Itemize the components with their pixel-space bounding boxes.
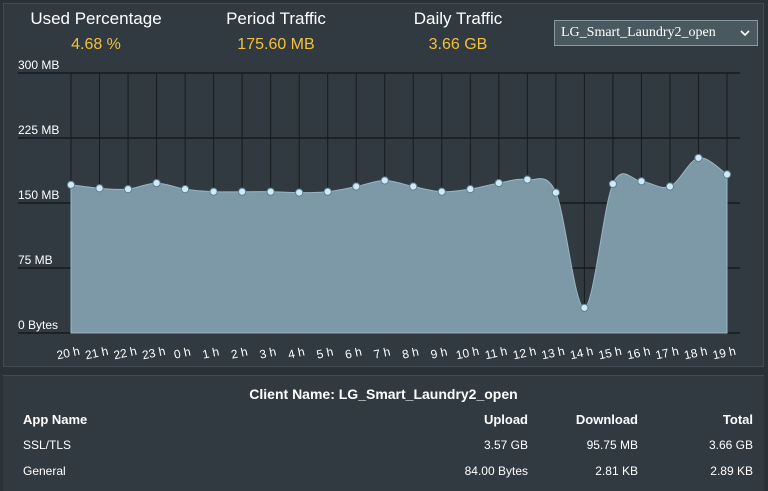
x-tick-label: 8 h [401,345,420,362]
daily-traffic-label: Daily Traffic [413,9,503,28]
data-point[interactable] [66,180,76,189]
x-tick-label: 18 h [683,344,709,363]
y-tick-label: 0 Bytes [18,318,58,332]
apps-table: App Name Upload Download Total SSL/TLS 3… [23,406,753,484]
period-traffic-label: Period Traffic [226,9,326,28]
header-app-name: App Name [23,411,88,427]
data-point[interactable] [209,187,218,196]
data-point[interactable] [295,188,304,197]
data-point[interactable] [95,184,104,193]
client-name-title: Client Name: LG_Smart_Laundry2_open [249,386,518,402]
x-tick-label: 2 h [230,345,249,362]
data-point[interactable] [380,176,389,185]
x-tick-label: 23 h [141,344,167,363]
data-point[interactable] [152,178,161,188]
data-point[interactable] [352,182,361,191]
y-tick-label: 225 MB [18,123,59,137]
x-tick-label: 12 h [512,344,538,363]
data-point[interactable] [551,188,560,197]
y-tick-label: 150 MB [18,188,59,202]
download-cell: 95.75 MB [586,438,638,452]
client-select-value: LG_Smart_Laundry2_open [561,25,716,40]
header-upload: Upload [483,411,528,427]
data-point[interactable] [323,187,332,196]
x-tick-label: 9 h [429,345,448,362]
x-tick-label: 19 h [711,344,737,363]
data-point[interactable] [694,153,703,163]
header-total: Total [722,411,753,427]
header-download: Download [575,411,638,427]
data-point[interactable] [494,178,503,188]
x-tick-label: 1 h [201,345,220,362]
data-point[interactable] [266,187,275,196]
total-cell: 2.89 KB [710,464,753,478]
x-tick-label: 15 h [597,344,623,363]
y-tick-label: 300 MB [18,58,59,72]
data-point[interactable] [409,182,418,191]
x-tick-label: 7 h [372,345,391,362]
x-tick-label: 3 h [258,345,277,362]
x-tick-label: 21 h [84,344,110,363]
data-point[interactable] [123,185,133,194]
data-point[interactable] [180,185,190,194]
data-point[interactable] [580,303,589,312]
chevron-down-icon [740,30,750,37]
period-traffic-value: 175.60 MB [237,36,315,53]
used-percentage-label: Used Percentage [30,9,162,28]
data-point[interactable] [238,187,247,196]
client-apps-panel: Client Name: LG_Smart_Laundry2_open App … [3,375,764,491]
total-cell: 3.66 GB [708,438,753,452]
x-tick-label: 0 h [173,345,192,362]
traffic-area [70,157,728,334]
daily-traffic-stat: Daily Traffic 3.66 GB [358,9,558,54]
x-tick-label: 16 h [626,344,652,363]
upload-cell: 3.57 GB [483,438,528,452]
x-tick-label: 6 h [344,345,363,362]
app-name-cell: SSL/TLS [23,438,72,452]
client-select[interactable]: LG_Smart_Laundry2_open [554,20,758,46]
used-percentage-value: 4.68 % [71,36,121,53]
data-point[interactable] [608,179,618,189]
x-tick-label: 5 h [315,345,334,362]
upload-cell: 84.00 Bytes [464,464,528,478]
period-traffic-stat: Period Traffic 175.60 MB [176,9,376,54]
x-tick-label: 14 h [569,344,595,363]
data-point[interactable] [466,185,475,194]
daily-traffic-value: 3.66 GB [428,36,488,53]
x-tick-label: 17 h [654,344,680,363]
data-point[interactable] [523,175,532,184]
x-tick-label: 20 h [55,344,81,363]
x-tick-label: 11 h [484,344,509,362]
x-tick-label: 4 h [287,345,306,362]
y-tick-label: 75 MB [18,253,53,267]
x-tick-label: 13 h [540,344,566,363]
download-cell: 2.81 KB [595,464,638,478]
used-percentage-stat: Used Percentage 4.68 % [0,9,196,54]
table-row: General 84.00 Bytes 2.81 KB 2.89 KB [23,458,753,484]
data-point[interactable] [722,170,732,179]
data-point[interactable] [665,182,675,191]
table-row: SSL/TLS 3.57 GB 95.75 MB 3.66 GB [23,432,753,458]
x-tick-label: 10 h [455,344,481,363]
x-tick-label: 22 h [112,344,138,363]
app-name-cell: General [23,464,66,478]
data-point[interactable] [637,177,646,186]
table-header-row: App Name Upload Download Total [23,406,753,432]
data-point[interactable] [437,187,446,196]
